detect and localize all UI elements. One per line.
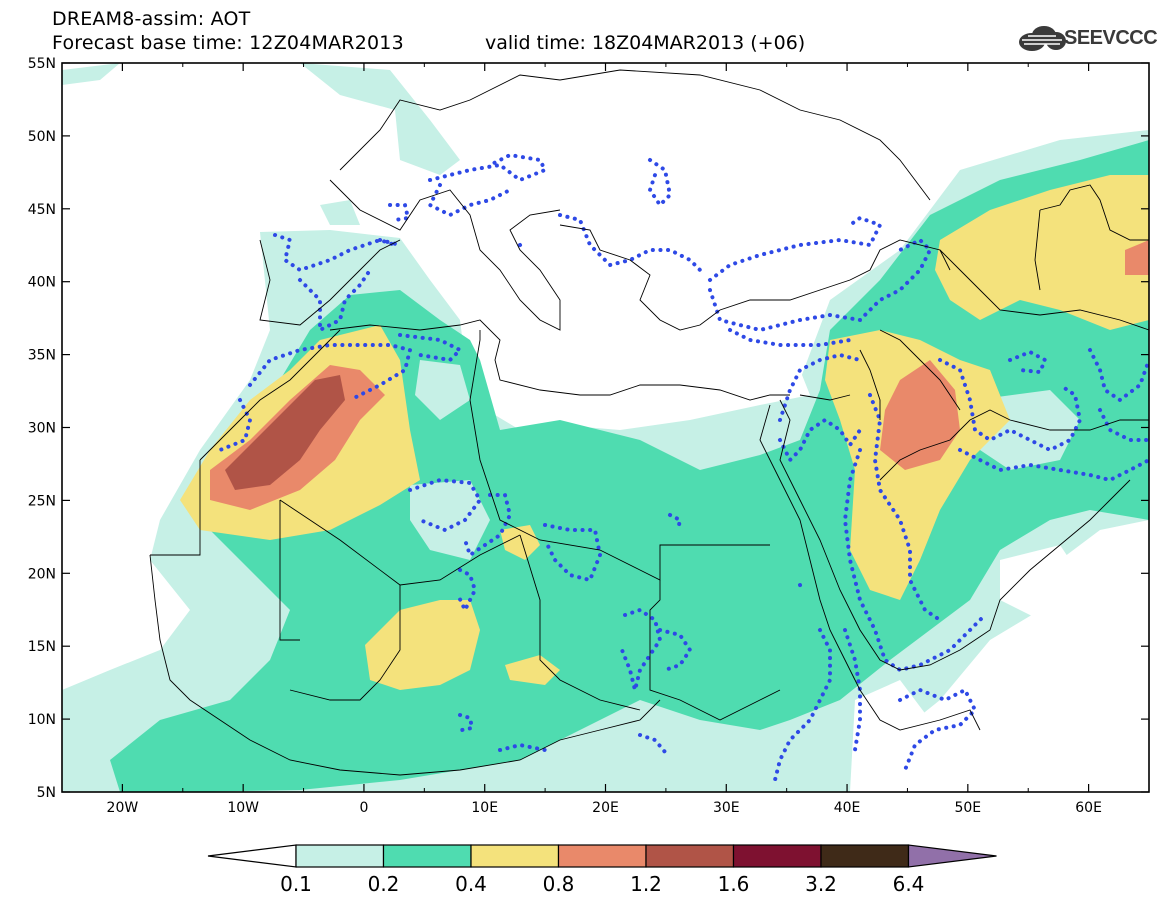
lon-label: 20W: [107, 800, 139, 816]
colorbar-label: 6.4: [893, 872, 925, 896]
lat-label: 55N: [28, 56, 56, 72]
forecast-base-time: Forecast base time: 12Z04MAR2013: [52, 32, 404, 54]
lon-label: 60E: [1075, 800, 1102, 816]
seevccc-logo: [1019, 26, 1066, 51]
colorbar-label: 0.1: [280, 872, 312, 896]
lat-label: 25N: [28, 493, 56, 509]
colorbar-low-arrow: [207, 844, 297, 868]
colorbar-swatch: [557, 844, 647, 868]
colorbar-swatch: [645, 844, 735, 868]
lat-label: 10N: [28, 712, 56, 728]
lat-label: 40N: [28, 275, 56, 291]
lat-label: 45N: [28, 202, 56, 218]
colorbar-label: 0.4: [455, 872, 487, 896]
colorbar-label: 0.8: [543, 872, 575, 896]
lat-label: 20N: [28, 566, 56, 582]
seevccc-logo-text: SEEVCCC: [1064, 27, 1158, 49]
lon-label: 10E: [471, 800, 498, 816]
lat-label: 5N: [37, 785, 56, 801]
colorbar-swatch: [382, 844, 472, 868]
lon-label: 0: [359, 800, 368, 816]
lat-label: 30N: [28, 421, 56, 437]
colorbar-label: 3.2: [805, 872, 837, 896]
colorbar: 0.1 0.2 0.4 0.8 1.2 1.6 3.2 6.4: [207, 844, 997, 896]
colorbar-swatch: [820, 844, 910, 868]
aot-band-0.2: [110, 140, 1149, 792]
colorbar-label: 0.2: [368, 872, 400, 896]
coastlines-and-borders: [149, 69, 1149, 776]
colorbar-label: 1.2: [630, 872, 662, 896]
colorbar-swatch: [732, 844, 822, 868]
colorbar-high-arrow: [907, 844, 997, 868]
aot-field: [62, 63, 1149, 792]
lat-label: 35N: [28, 348, 56, 364]
lon-label: 20E: [592, 800, 619, 816]
lon-label: 10W: [227, 800, 259, 816]
colorbar-swatch: [295, 844, 385, 868]
valid-time: valid time: 18Z04MAR2013 (+06): [485, 32, 806, 54]
map-title: DREAM8-assim: AOT: [52, 8, 251, 30]
axis-ticks: 20W 10W 0 10E 20E 30E 40E 50E 60E 55N 50N 45N 40N 35N…: [28, 56, 1150, 816]
colorbar-swatch: [470, 844, 560, 868]
aot-band-1.2: [225, 375, 345, 490]
lat-label: 15N: [28, 639, 56, 655]
lon-label: 40E: [834, 800, 861, 816]
lon-label: 50E: [954, 800, 981, 816]
lon-label: 30E: [713, 800, 740, 816]
lat-label: 50N: [28, 129, 56, 145]
colorbar-label: 1.6: [718, 872, 750, 896]
